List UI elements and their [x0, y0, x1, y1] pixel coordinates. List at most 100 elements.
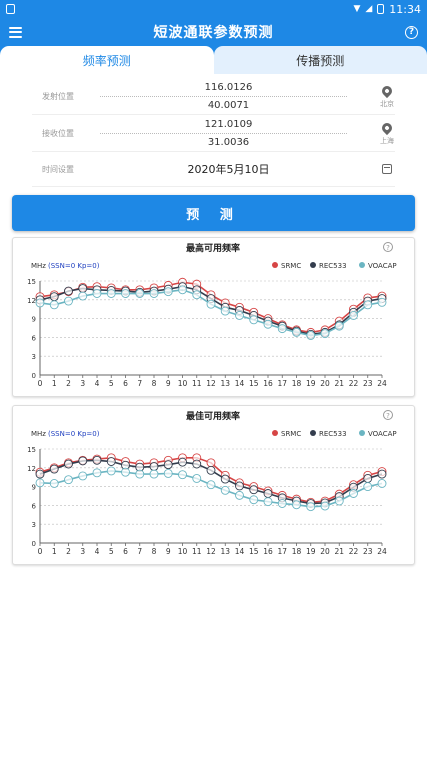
data-point-voacap [363, 300, 373, 310]
chart-note: (SSN=0 Kp=0) [48, 262, 100, 270]
x-tick-label: 15 [249, 547, 259, 556]
x-tick-label: 22 [349, 547, 359, 556]
data-point-voacap [206, 480, 216, 490]
time-label: 时间设置 [42, 164, 74, 174]
x-tick-label: 2 [66, 547, 71, 556]
y-axis-unit: MHz [31, 262, 46, 270]
legend-label-rec533: REC533 [319, 262, 347, 270]
x-tick-label: 16 [263, 379, 273, 388]
data-point-voacap [64, 296, 73, 306]
data-point-rec533 [35, 469, 45, 479]
x-tick-label: 10 [178, 547, 188, 556]
muf-chart: 最高可用频率 ? MHz (SSN=0 Kp=0) SRMC REC533 VOACAP 0 3… [27, 242, 397, 388]
divider [32, 114, 395, 115]
data-point-rec533 [235, 481, 244, 491]
data-point-rec533 [249, 485, 259, 495]
y-tick-label: 0 [32, 372, 36, 380]
location-form: 发射位置 116.0126 40.0071 北京 接收位置 121.0109 3… [0, 74, 427, 187]
x-tick-label: 24 [377, 379, 387, 388]
rx-latitude-field[interactable]: 31.0036 [207, 136, 250, 148]
data-point-rec533 [363, 474, 373, 483]
page-title: 短波通联参数预测 [153, 25, 274, 41]
chart-title: 最高可用频率 [186, 242, 240, 254]
x-tick-label: 19 [306, 379, 316, 388]
data-point-voacap [249, 495, 259, 505]
help-icon[interactable]: ? [405, 25, 418, 39]
data-point-rec533 [178, 457, 187, 467]
x-tick-label: 5 [109, 379, 114, 388]
data-point-rec533 [78, 284, 88, 293]
data-point-rec533 [206, 465, 216, 475]
tx-location-button[interactable]: 北京 [357, 83, 417, 109]
chart-title: 最佳可用频率 [186, 410, 240, 422]
data-point-rec533 [220, 474, 230, 484]
calendar-icon [382, 164, 392, 174]
data-point-srmc [206, 458, 216, 468]
x-tick-label: 6 [123, 547, 128, 556]
data-point-voacap [363, 482, 373, 492]
data-point-voacap [320, 501, 330, 511]
data-point-voacap [178, 285, 187, 295]
legend-label-srmc: SRMC [281, 430, 301, 438]
data-point-voacap [163, 468, 173, 478]
data-point-voacap [220, 485, 230, 495]
x-tick-label: 11 [192, 379, 202, 388]
x-tick-label: 22 [349, 379, 359, 388]
data-point-voacap [35, 298, 45, 308]
x-tick-label: 19 [306, 547, 316, 556]
data-point-voacap [121, 289, 130, 298]
x-tick-label: 11 [192, 547, 202, 556]
data-point-voacap [78, 471, 88, 481]
x-tick-label: 9 [166, 547, 171, 556]
y-tick-label: 0 [32, 540, 36, 548]
calendar-button[interactable] [357, 152, 417, 186]
tx-label: 发射位置 [42, 91, 74, 101]
data-point-voacap [163, 287, 173, 297]
location-pin-icon [379, 83, 395, 98]
predict-button[interactable]: 预 测 [12, 195, 415, 231]
data-point-voacap [235, 311, 244, 320]
data-point-voacap [249, 315, 259, 325]
data-point-voacap [235, 490, 244, 500]
data-point-voacap [149, 469, 159, 479]
data-point-voacap [106, 289, 116, 298]
y-axis-unit: MHz [31, 430, 46, 438]
data-point-rec533 [263, 489, 273, 498]
x-tick-label: 7 [137, 547, 142, 556]
x-tick-label: 12 [206, 547, 216, 556]
data-point-voacap [377, 479, 387, 488]
data-point-voacap [135, 289, 145, 298]
fot-chart: 最佳可用频率 ? MHz (SSN=0 Kp=0) SRMC REC533 VOACAP 0 3… [27, 410, 397, 556]
data-point-rec533 [49, 292, 59, 302]
menu-icon[interactable] [9, 26, 22, 38]
data-point-voacap [92, 289, 102, 298]
rx-city: 上海 [380, 136, 394, 145]
legend-label-voacap: VOACAP [368, 262, 397, 270]
rx-location-button[interactable]: 上海 [357, 120, 417, 146]
date-field[interactable]: 2020年5月10日 [187, 163, 270, 176]
time-row[interactable]: 时间设置 2020年5月10日 [10, 152, 417, 186]
tx-latitude-field[interactable]: 40.0071 [207, 99, 250, 111]
data-point-rec533 [64, 286, 73, 296]
divider [32, 151, 395, 152]
wifi-icon: ▼ [353, 4, 361, 14]
rx-longitude-field[interactable]: 121.0109 [204, 118, 253, 130]
data-point-rec533 [163, 460, 173, 470]
x-tick-label: 15 [249, 379, 259, 388]
data-point-voacap [220, 306, 230, 316]
status-time: 11:34 [389, 2, 421, 16]
x-tick-label: 14 [235, 547, 245, 556]
data-point-voacap [377, 297, 387, 307]
y-tick-label: 6 [32, 334, 37, 342]
data-point-rec533 [78, 456, 88, 466]
data-point-voacap [292, 327, 301, 337]
tab-propagation-prediction[interactable]: 传播预测 [213, 46, 427, 74]
y-tick-label: 15 [27, 446, 36, 454]
x-tick-label: 17 [277, 379, 287, 388]
data-point-voacap [78, 291, 88, 301]
tab-frequency-prediction[interactable]: 频率预测 [0, 46, 214, 74]
tab-bar: 频率预测 传播预测 [0, 46, 427, 74]
y-tick-label: 12 [27, 465, 36, 473]
tx-city: 北京 [380, 99, 394, 108]
tx-longitude-field[interactable]: 116.0126 [204, 81, 253, 93]
